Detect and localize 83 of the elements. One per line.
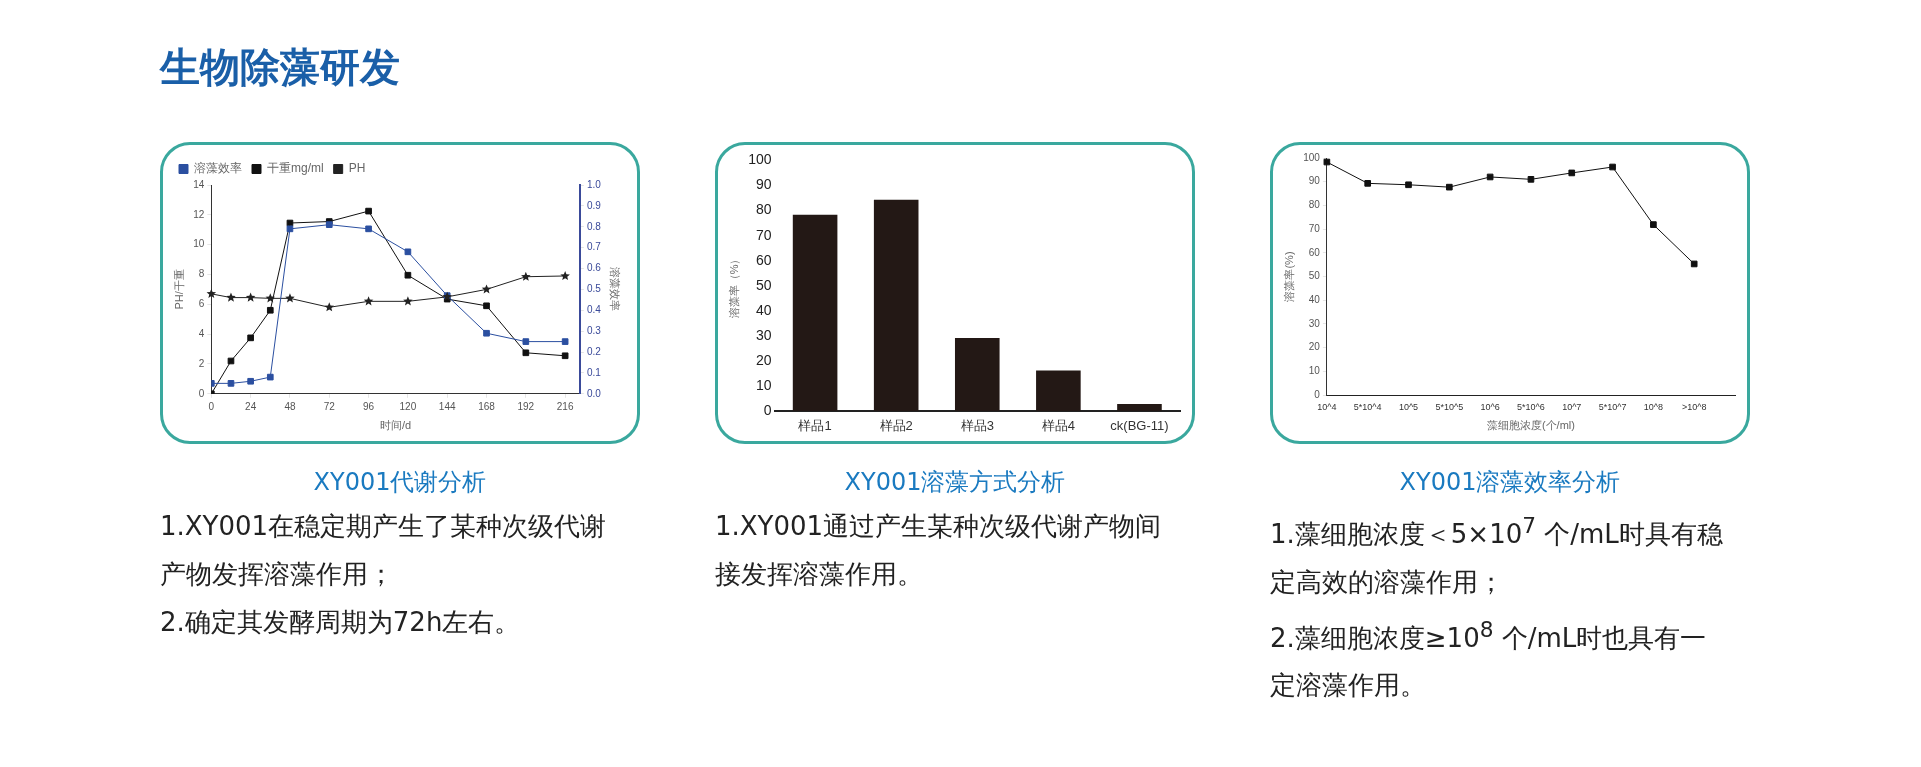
legend-label: 干重mg/ml: [267, 161, 324, 176]
y2-tick-label: 0.0: [586, 387, 602, 399]
legend-label: PH: [348, 161, 366, 176]
x-tick-label: 120: [399, 400, 417, 412]
y-tick-label: 30: [1308, 317, 1321, 329]
y2-tick-label: 0.4: [586, 304, 602, 316]
y2-tick-label: 0.1: [586, 366, 602, 378]
y2-tick-label: 0.7: [586, 241, 602, 253]
y-tick-label: 40: [1308, 293, 1321, 305]
x-tick-label: 10^8: [1643, 401, 1663, 412]
x-axis-title: 时间/d: [380, 419, 412, 432]
y2-tick-label: 0.8: [586, 220, 602, 232]
y-tick-label: 90: [755, 176, 772, 193]
x-tick-label: 样品3: [960, 417, 994, 433]
y-tick-label: 80: [1308, 199, 1321, 211]
x-tick-label: 144: [438, 400, 456, 412]
y2-tick-label: 0.6: [586, 262, 602, 274]
y2-tick-label: 0.2: [586, 345, 602, 357]
y-tick-label: 30: [755, 326, 772, 343]
text: 1.XY001在稳定期产生了某种次级代谢产物发挥溶藻作用；: [160, 510, 608, 591]
y-tick-label: 10: [755, 377, 772, 394]
y-tick-label: 2: [198, 357, 205, 369]
y-tick-label: 10: [1308, 365, 1321, 377]
y-tick-label: 90: [1308, 175, 1321, 187]
x-tick-label: 48: [284, 400, 296, 412]
x-tick-label: >10^8: [1681, 401, 1707, 412]
x-tick-label: 10^6: [1480, 401, 1500, 412]
x-tick-label: 样品1: [798, 417, 832, 433]
x-axis-title: 藻细胞浓度(个/ml): [1486, 419, 1575, 432]
y-tick-label: 0: [1314, 388, 1321, 400]
x-tick-label: 24: [245, 400, 257, 412]
x-tick-label: 样品2: [879, 417, 913, 433]
x-tick-label: 5*10^6: [1517, 401, 1545, 412]
y-tick-label: 70: [755, 226, 772, 243]
y-tick-label: 60: [755, 251, 772, 268]
text: 1.藻细胞浓度＜5×10$^{7}$ 个/mL时具有稳定高效的溶藻作用；: [1270, 513, 1723, 597]
text: 1.XY001通过产生某种次级代谢产物间接发挥溶藻作用。: [715, 510, 1163, 591]
x-tick-label: 5*10^4: [1353, 401, 1382, 412]
x-tick-label: 5*10^5: [1435, 401, 1464, 412]
y2-tick-label: 0.9: [586, 199, 602, 211]
y-tick-label: 100: [1303, 151, 1321, 163]
y2-axis-title: 溶藻效率: [609, 267, 622, 312]
y-axis-title: 溶藻率（%）: [727, 253, 740, 319]
x-tick-label: 168: [478, 400, 496, 412]
y-tick-label: 60: [1308, 246, 1321, 258]
y-tick-label: 12: [193, 208, 205, 220]
x-tick-label: 96: [363, 400, 375, 412]
y-tick-label: 14: [193, 178, 205, 190]
x-tick-label: 10^7: [1562, 401, 1582, 412]
x-tick-label: 5*10^7: [1598, 401, 1627, 412]
y-tick-label: 8: [198, 268, 205, 280]
y-tick-label: 50: [1308, 270, 1321, 282]
x-tick-label: 216: [556, 400, 574, 412]
y2-tick-label: 0.3: [586, 324, 602, 336]
text: XY001溶藻方式分析: [843, 467, 1067, 498]
x-tick-label: 0: [208, 400, 215, 412]
text: XY001溶藻效率分析: [1398, 467, 1622, 498]
y-tick-label: 50: [755, 276, 772, 293]
x-tick-label: 72: [323, 400, 336, 412]
y-tick-label: 80: [755, 201, 772, 218]
y-tick-label: 70: [1308, 222, 1321, 234]
y-axis-title: PH/干重: [172, 269, 185, 310]
legend-label: 溶藻效率: [194, 161, 242, 176]
y-tick-label: 6: [198, 298, 205, 310]
x-tick-label: 192: [517, 400, 535, 412]
y-tick-label: 20: [755, 352, 772, 369]
x-tick-label: 样品4: [1041, 417, 1075, 433]
y-tick-label: 100: [748, 151, 772, 168]
x-tick-label: 10^4: [1317, 401, 1337, 412]
y2-tick-label: 1.0: [586, 178, 602, 190]
y-axis-title: 溶藻率(%): [1282, 251, 1295, 302]
y2-tick-label: 0.5: [586, 283, 602, 295]
y-tick-label: 4: [198, 327, 205, 339]
text: 2.藻细胞浓度≥10$^{8}$ 个/mL时也具有一定溶藻作用。: [1270, 616, 1707, 701]
y-tick-label: 10: [193, 238, 205, 250]
x-tick-label: 10^5: [1398, 401, 1419, 412]
y-tick-label: 20: [1308, 341, 1321, 353]
text: XY001代谢分析: [312, 467, 488, 498]
text: 生物除藻研发: [160, 43, 400, 92]
text: 2.确定其发酵周期为72h左右。: [160, 606, 522, 639]
y-tick-label: 40: [755, 301, 772, 318]
y-tick-label: 0: [198, 387, 205, 399]
x-tick-label: ck(BG-11): [1110, 417, 1169, 433]
